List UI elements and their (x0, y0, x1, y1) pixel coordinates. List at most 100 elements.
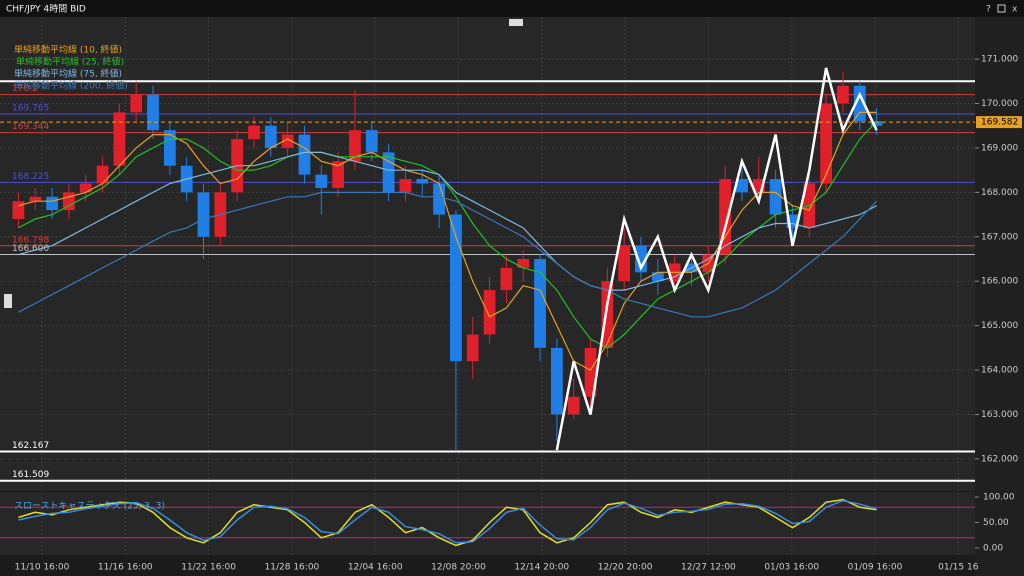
y-tick-label: 169.000 (981, 143, 1018, 153)
candle-body (820, 103, 832, 184)
window-title: CHF/JPY 4時間 BID (6, 4, 86, 15)
candle-body (534, 259, 546, 348)
candle-body (147, 94, 159, 131)
candle-body (197, 192, 210, 237)
title-bar (0, 0, 1024, 17)
stoch-tick-label: 0.00 (983, 543, 1003, 553)
candle-body (96, 165, 109, 184)
main-pane (0, 17, 975, 491)
candle-body (130, 94, 143, 113)
candle-body (399, 179, 412, 193)
candle-body (786, 214, 799, 228)
zigzag (555, 67, 878, 451)
x-tick-label: 01/09 16:00 (848, 563, 903, 573)
candle-body (500, 267, 513, 291)
plot: 162.000 163.000 164.000 165.000 166.000 167.0… (0, 17, 1022, 573)
moving-average (18, 191, 878, 318)
candle-body (79, 183, 92, 193)
candle-body (483, 290, 496, 335)
close-button[interactable]: x (1012, 5, 1018, 15)
y-tick-label: 166.000 (981, 277, 1018, 287)
x-tick-label: 12/14 20:00 (514, 563, 569, 573)
candle-body (719, 179, 732, 255)
candle-body (433, 183, 445, 215)
level-label: 162.167 (12, 441, 49, 451)
candle-body (46, 196, 58, 211)
candle-body (466, 334, 479, 362)
candle-body (29, 196, 42, 202)
candle-body (601, 281, 614, 348)
x-tick-label: 12/20 20:00 (598, 563, 653, 573)
candle-body (870, 121, 883, 126)
candle-body (450, 214, 462, 362)
y-tick-label: 162.000 (981, 454, 1018, 464)
x-tick-label: 01/15 16 (938, 563, 979, 573)
level-label: 169.765 (12, 103, 49, 113)
x-tick-label: 11/10 16:00 (15, 563, 70, 573)
y-tick-label: 164.000 (981, 366, 1018, 376)
y-tick-label: 167.000 (981, 232, 1018, 242)
level-label: 169.344 (12, 122, 49, 132)
candle-body (365, 130, 378, 153)
stoch-line (18, 499, 877, 544)
candle-body (382, 152, 395, 193)
x-tick-label: 12/04 16:00 (348, 563, 403, 573)
candle-body (349, 130, 361, 162)
legend-entry: 単純移動平均線 (10, 終値) (14, 44, 122, 56)
current-price-label: 169.582 (981, 118, 1018, 128)
stoch-title: スローストキャスティクス (25, 3, 3) (14, 501, 165, 512)
level-label: 168.225 (12, 172, 49, 182)
y-tick-label: 168.000 (981, 188, 1018, 198)
legend-entry: 単純移動平均線 (200, 終値) (14, 80, 128, 92)
candle-body (248, 125, 260, 140)
level-label: 161.509 (12, 470, 49, 480)
candle-body (113, 112, 126, 166)
x-tick-label: 01/03 16:00 (764, 563, 819, 573)
collapse-button[interactable] (509, 19, 523, 26)
x-tick-label: 12/27 12:00 (681, 563, 736, 573)
candle-body (837, 85, 849, 104)
legend-entry: 単純移動平均線 (25, 終値) (16, 56, 124, 68)
y-tick-label: 170.000 (981, 99, 1018, 109)
candle-body (63, 192, 75, 211)
candle-body (736, 179, 748, 193)
candle-body (298, 134, 311, 175)
candle-body (315, 174, 328, 188)
candle-body (567, 396, 580, 415)
candle-body (163, 130, 176, 166)
y-tick-label: 171.000 (981, 55, 1018, 65)
candle-body (635, 245, 647, 273)
candle-body (769, 179, 782, 215)
y-tick-label: 163.000 (981, 410, 1018, 420)
candle-body (853, 85, 866, 122)
x-tick-label: 11/22 16:00 (181, 563, 236, 573)
price-axis (975, 17, 1024, 576)
stoch-pane (0, 492, 975, 555)
candle-body (332, 161, 345, 188)
y-tick-label: 165.000 (981, 321, 1018, 331)
help-button[interactable]: ? (986, 5, 991, 15)
moving-average (18, 151, 877, 291)
candle-body (12, 201, 25, 220)
current-price-box (976, 116, 1022, 129)
candle-body (416, 179, 429, 184)
moving-average (18, 120, 878, 349)
x-tick-label: 12/08 20:00 (431, 563, 486, 573)
side-button[interactable] (4, 294, 12, 308)
stoch-tick-label: 50.00 (983, 518, 1009, 528)
level-label: 166.600 (12, 244, 49, 254)
candle-body (264, 125, 277, 148)
maximize-button[interactable] (997, 4, 1006, 13)
candle-body (752, 179, 765, 193)
candle-body (550, 347, 563, 415)
candle-body (281, 134, 294, 148)
candle-body (618, 245, 631, 282)
level-label: 170.2 (12, 84, 38, 94)
candle-body (584, 347, 597, 397)
stoch-tick-label: 100.00 (983, 493, 1015, 503)
x-tick-label: 11/16 16:00 (98, 563, 153, 573)
moving-average (18, 111, 877, 371)
candle-body (651, 272, 664, 282)
x-tick-label: 11/28 16:00 (265, 563, 320, 573)
candle-body (517, 259, 530, 268)
